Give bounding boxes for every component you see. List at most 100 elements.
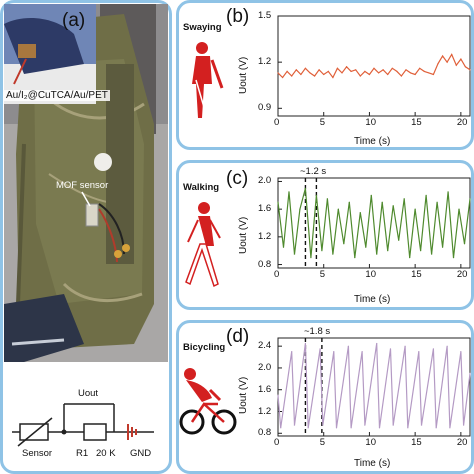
chart-d-data-point [319, 348, 321, 350]
chart-b-data-point [464, 66, 467, 68]
chart-b-data-point [355, 69, 357, 71]
chart-d-xtick-label: 5 [319, 437, 325, 448]
chart-d-data-point [418, 351, 420, 353]
chart-b-data-point [373, 67, 375, 69]
chart-c-data-point [463, 243, 466, 245]
chart-d-data-point [407, 427, 409, 429]
mof-sensor-label: MOF sensor [56, 180, 109, 191]
chart-c-data-point [315, 194, 317, 196]
chart-d-ytick-label: 1.6 [258, 383, 272, 395]
inset-material-label: Au/I₂@CuTCA/Au/PET [4, 90, 110, 101]
chart-b-xlabel: Time (s) [354, 136, 391, 147]
chart-b-data-point [364, 70, 366, 72]
chart-b-data-point [341, 72, 343, 74]
chart-b-data-point [300, 73, 302, 76]
chart-c-data-point [469, 198, 471, 200]
chart-b-data-point [409, 72, 412, 74]
chart-c-data-point [441, 246, 444, 248]
chart-b-data-point [414, 73, 416, 76]
chart-b-data-point [451, 53, 453, 56]
chart-b-data-point [400, 75, 403, 77]
panel-d-label: (d) [226, 326, 250, 347]
chart-b-data-point [446, 61, 448, 63]
chart-c-data-point [348, 201, 350, 203]
chart-c-data-point [458, 208, 460, 210]
chart-c-data-point [277, 201, 279, 203]
chart-d-data-point [364, 424, 366, 426]
chart-d-data-point [460, 351, 462, 353]
chart-b-data-point [405, 69, 407, 71]
chart-c-axes-box [277, 177, 471, 269]
chart-c-ylabel: Uout (V) [238, 216, 249, 254]
chart-d-data-point [376, 342, 378, 345]
panel-d-frame [176, 320, 474, 474]
chart-b-data-point [368, 73, 371, 76]
chart-b-data-point [327, 70, 329, 72]
chart-b-ylabel: Uout (V) [238, 56, 249, 94]
circuit-r1-label: R1 [76, 448, 89, 459]
chart-d-xtick-label: 10 [365, 437, 376, 448]
chart-b-data-point [460, 58, 462, 60]
chart-b-data-point [350, 70, 352, 72]
chart-b-data-point [304, 67, 307, 69]
chart-c-data-point [282, 246, 285, 248]
swaying-activity-label: Swaying [183, 22, 222, 33]
chart-b-data-point [313, 75, 316, 77]
chart-b-xtick-label: 15 [411, 117, 422, 128]
chart-c-data-point [452, 257, 455, 259]
chart-b-xtick-label: 20 [456, 117, 468, 128]
chart-d-data-point [335, 427, 338, 429]
chart-b-data-point [455, 64, 457, 66]
chart-b-data-point [419, 67, 421, 69]
chart-b-data-point [469, 69, 471, 71]
chart-c-xtick-label: 10 [365, 269, 376, 280]
chart-b-data-point [277, 72, 279, 74]
chart-c-ytick-label: 1.2 [258, 230, 272, 242]
chart-b-data-point [359, 75, 361, 77]
chart-c-data-point [359, 212, 361, 214]
chart-c-data-point [332, 253, 334, 255]
chart-b-data-point [387, 73, 389, 76]
chart-d-data-point [322, 424, 324, 426]
chart-d-data-point [304, 342, 307, 345]
chart-c-xtick-label: 20 [456, 269, 468, 280]
chart-d-data-point [449, 427, 451, 429]
bicycling-person-icon [179, 368, 237, 435]
chart-b-data-point [332, 76, 334, 79]
chart-d-ytick-label: 1.2 [258, 405, 272, 417]
chart-c-data-point [321, 250, 323, 252]
chart-b-data-point [396, 70, 398, 72]
chart-b-data-point [423, 70, 425, 72]
chart-b-data-point [437, 63, 439, 65]
chart-c-data-point [288, 191, 290, 193]
panel-a-label: (a) [62, 10, 86, 31]
chart-c-data-point [299, 208, 301, 210]
chart-d-data-point [420, 424, 423, 426]
chart-d-series-line [277, 343, 471, 428]
chart-c-data-point [431, 253, 433, 255]
chart-c-ytick-label: 1.6 [258, 203, 272, 215]
chart-c-data-point [354, 257, 356, 259]
panel-b-label: (b) [226, 6, 250, 27]
chart-b-data-point [382, 69, 384, 71]
chart-c-data-point [310, 257, 312, 259]
circuit-sensor-label: Sensor [22, 448, 53, 459]
chart-d-data-point [277, 394, 279, 396]
chart-d-data-point [435, 427, 437, 429]
circuit-gnd-label: GND [130, 448, 152, 459]
swaying-person-icon [192, 42, 224, 118]
chart-b-data-point [286, 70, 288, 72]
chart-d-data-point [293, 424, 296, 426]
chart-d-ylabel: Uout (V) [238, 376, 249, 414]
chart-c-data-point [326, 198, 328, 200]
chart-d-ytick-label: 2.4 [258, 340, 272, 352]
chart-c-xtick-label: 0 [274, 269, 280, 280]
chart-c-data-point [365, 246, 367, 248]
chart-b-data-point [295, 69, 297, 71]
chart-d [277, 337, 471, 437]
chart-d-data-point [307, 427, 309, 429]
chart-b-axes-box [277, 15, 471, 117]
chart-d-data-point [347, 345, 349, 347]
bicycling-period-annotation: ~1.8 s [304, 326, 331, 337]
chart-b-data-point [309, 72, 311, 74]
